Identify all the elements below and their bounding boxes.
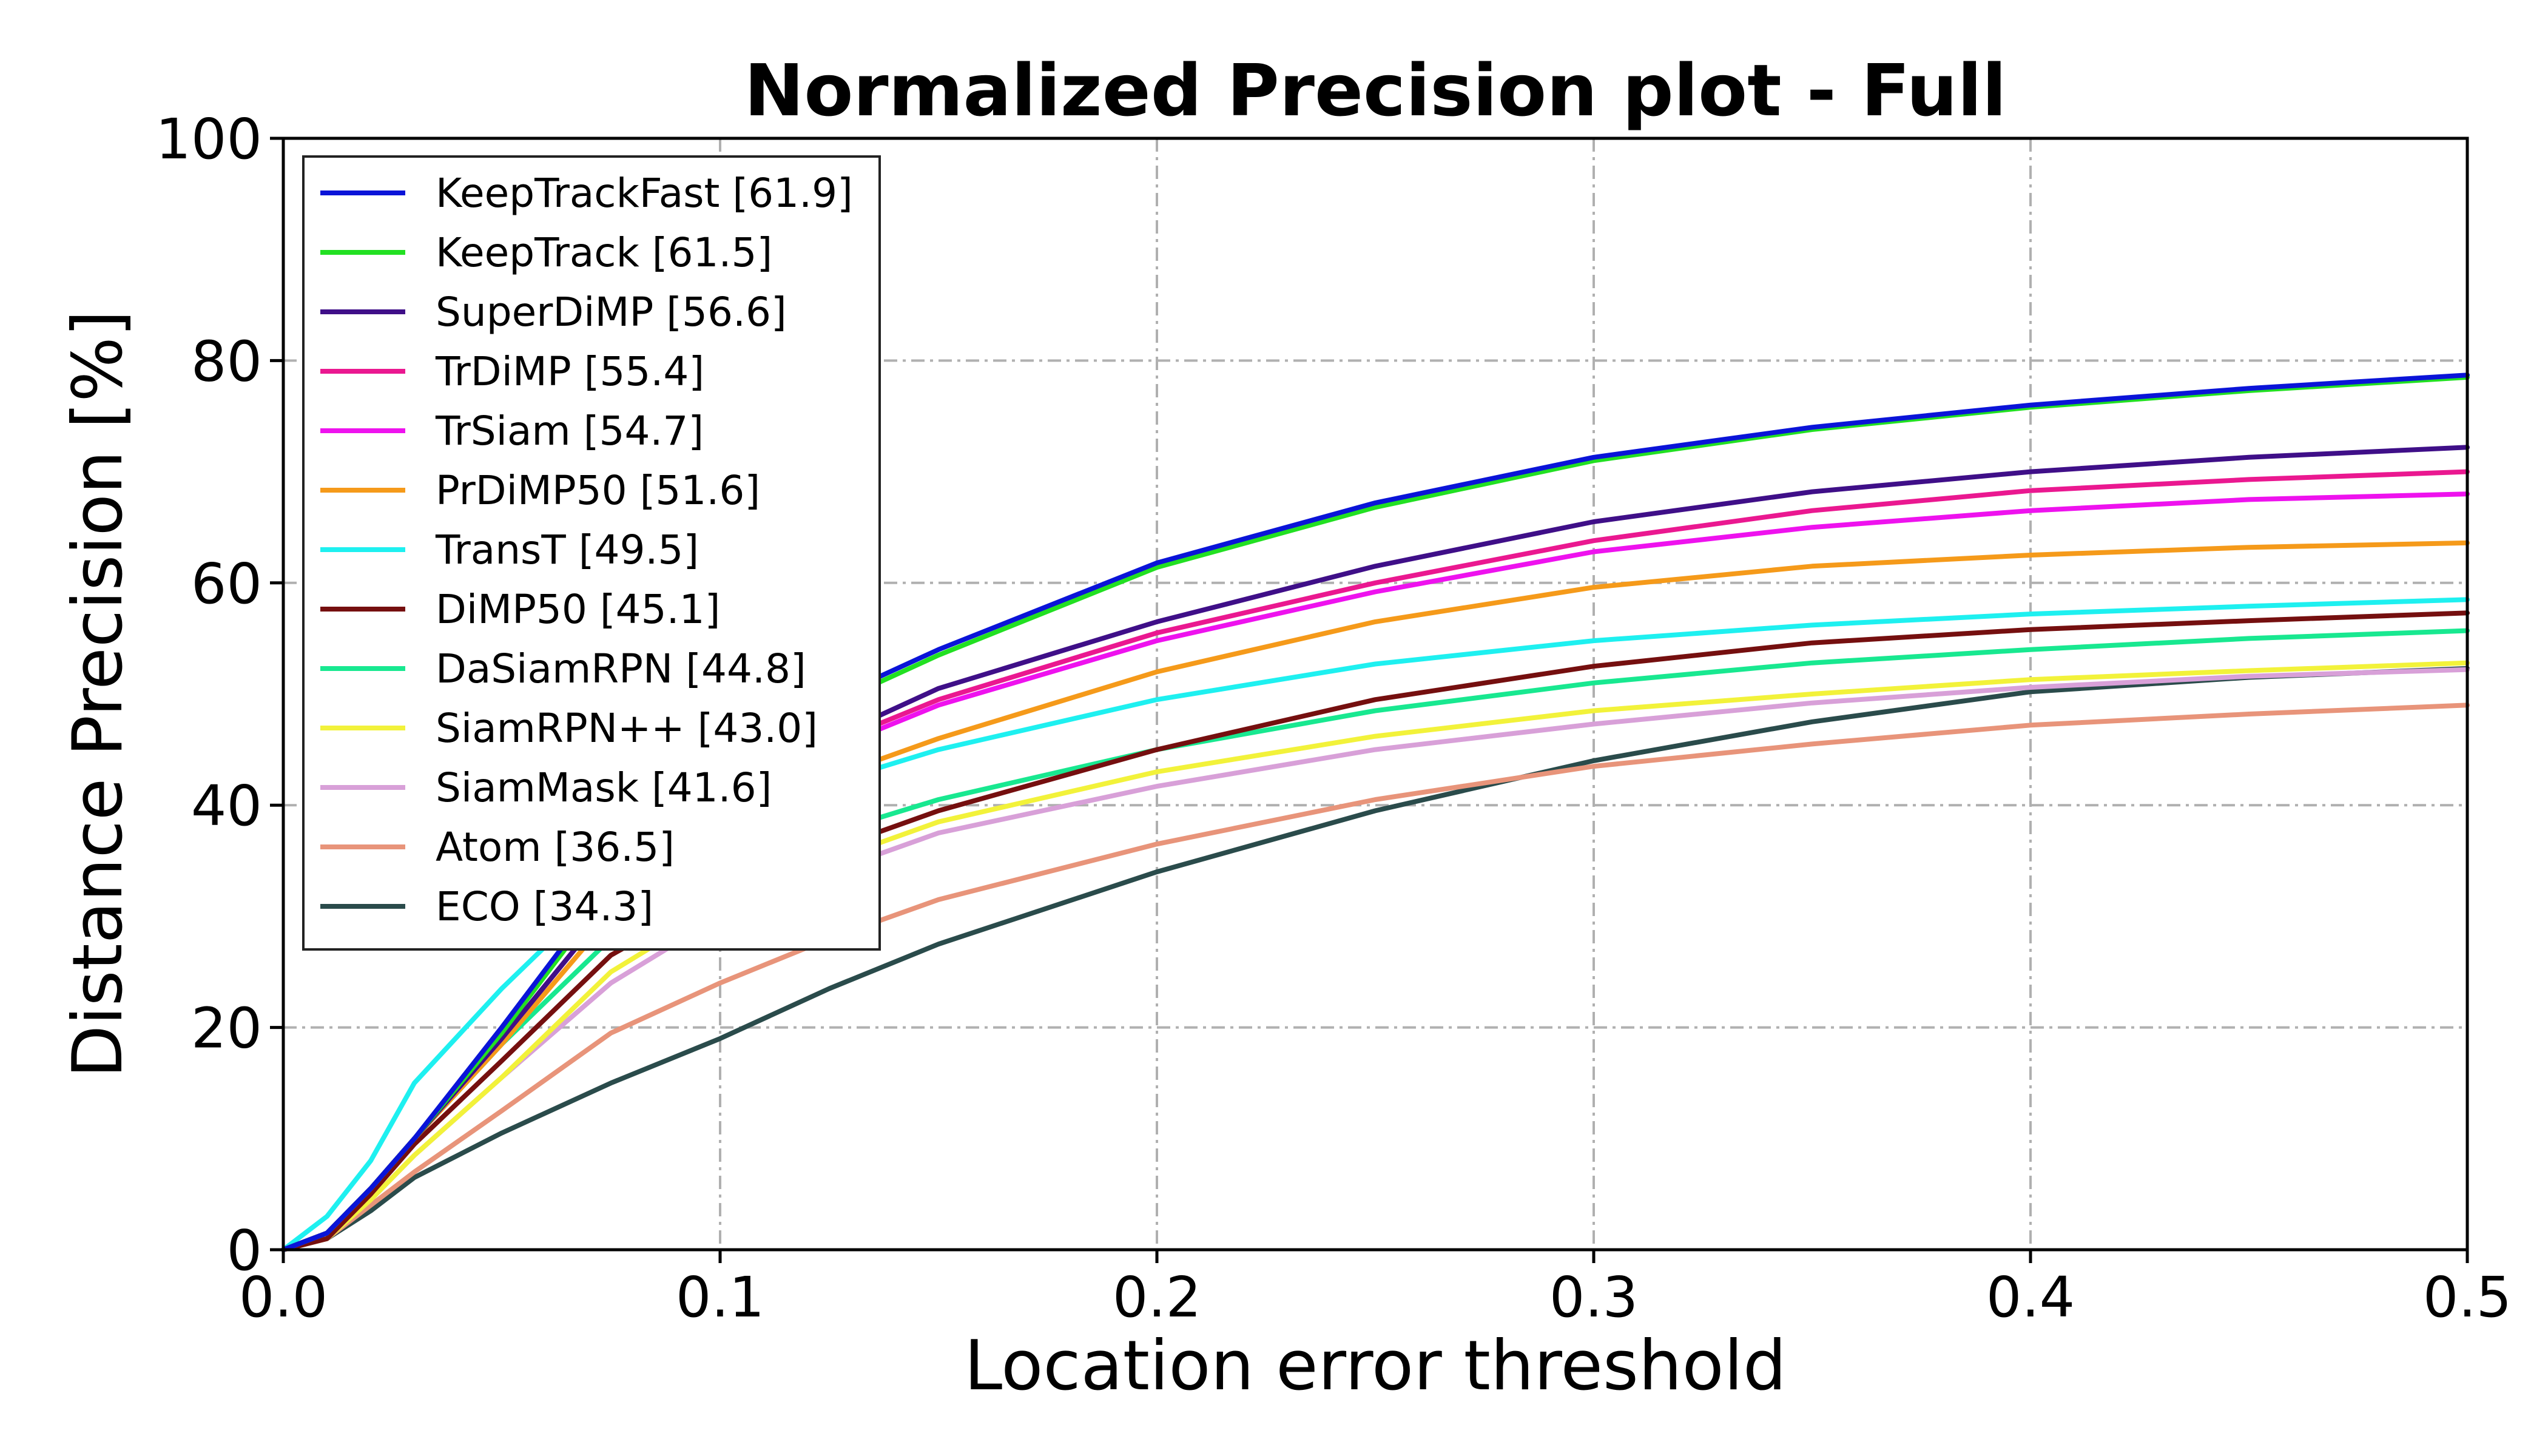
y-tick-label: 100 (155, 107, 262, 172)
legend-label: DaSiamRPN [44.8] (436, 645, 806, 692)
legend-label: Atom [36.5] (436, 824, 675, 871)
x-tick-label: 0.3 (1549, 1265, 1638, 1330)
legend-label: SuperDiMP [56.6] (436, 289, 787, 335)
series-lines (281, 372, 2470, 1252)
legend-label: KeepTrack [61.5] (436, 229, 772, 276)
legend-label: KeepTrackFast [61.9] (436, 170, 853, 217)
legend-label: PrDiMP50 [51.6] (436, 467, 760, 514)
legend-entries: KeepTrackFast [61.9] KeepTrack [61.5] Supe… (320, 170, 853, 930)
series-line-keeptrackfast (281, 372, 2470, 1252)
legend-box (302, 155, 881, 951)
series-line-eco (281, 666, 2470, 1252)
legend-label: DiMP50 [45.1] (436, 586, 720, 633)
legend-label: TransT [49.5] (435, 527, 699, 573)
y-tick-label: 0 (226, 1218, 262, 1283)
y-tick-label: 60 (191, 551, 262, 616)
legend-label: SiamMask [41.6] (436, 764, 772, 811)
y-tick-label: 20 (191, 996, 262, 1061)
y-tick-label: 40 (191, 774, 262, 838)
chart-title: Normalized Precision plot - Full (744, 49, 2007, 132)
legend-label: SiamRPN++ [43.0] (436, 705, 818, 752)
plot-frame (281, 136, 2469, 1252)
series-line-atom (281, 703, 2470, 1252)
y-axis-label: Distance Precision [%] (58, 310, 138, 1078)
axis-ticks: 0.0 0.1 0.2 0.3 0.4 0.5 0 20 40 60 80 100 (155, 107, 2512, 1330)
x-tick-label: 0.4 (1986, 1265, 2075, 1330)
series-line-siamrpn- (281, 660, 2470, 1252)
series-line-dimp50 (281, 610, 2470, 1252)
y-tick-label: 80 (191, 329, 262, 394)
legend-label: TrSiam [54.7] (435, 408, 704, 454)
legend: KeepTrackFast [61.9] KeepTrack [61.5] Supe… (302, 155, 881, 951)
legend-label: ECO [34.3] (436, 883, 653, 930)
x-tick-label: 0.5 (2423, 1265, 2512, 1330)
x-tick-label: 0.0 (239, 1265, 328, 1330)
series-line-transt (281, 597, 2470, 1252)
x-axis-label: Location error threshold (964, 1326, 1787, 1406)
legend-label: TrDiMP [55.4] (435, 348, 704, 395)
x-tick-label: 0.2 (1113, 1265, 1201, 1330)
x-tick-label: 0.1 (676, 1265, 764, 1330)
